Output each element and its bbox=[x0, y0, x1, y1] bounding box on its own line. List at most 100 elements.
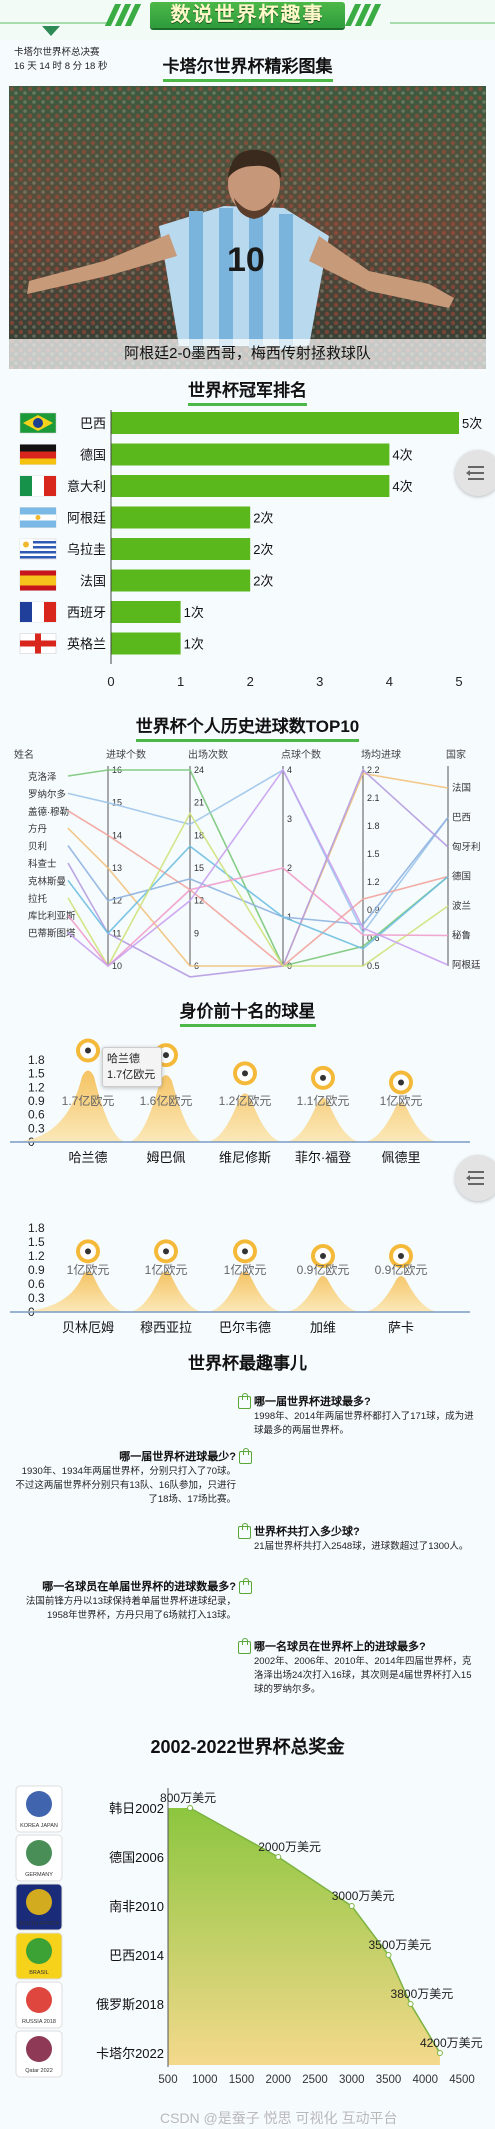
champion-ranking-chart: 5次 4次 4次 2次 2次 2次 1次 1次 0 1 2 3 4 5 巴西德国意大利阿根廷乌拉圭法国西… bbox=[19, 410, 482, 689]
tooltip-name: 哈兰德 bbox=[107, 1053, 140, 1065]
bar-category-label: 法国 bbox=[80, 574, 106, 589]
trivia-question: 哪一届世界杯进球最多? bbox=[254, 1396, 371, 1408]
football-icon-patch bbox=[320, 1253, 326, 1259]
value-label: 1亿欧元 bbox=[67, 1262, 110, 1277]
flag-germany-band bbox=[20, 444, 56, 452]
logo-text: SOUTH AFRICA bbox=[19, 1921, 60, 1927]
parallel-tick-label: 0.5 bbox=[367, 961, 380, 971]
value-label: 0.9亿欧元 bbox=[375, 1262, 428, 1277]
parallel-axis-name: 点球个数 bbox=[281, 748, 321, 761]
player-label: 贝林厄姆 bbox=[62, 1320, 114, 1335]
bottom-bar bbox=[0, 2105, 495, 2129]
value-peaks bbox=[10, 1271, 470, 1312]
flag-spain-band bbox=[20, 575, 56, 586]
tooltip-value: 1.7亿欧元 bbox=[107, 1069, 156, 1081]
menu-icon[interactable] bbox=[455, 450, 495, 496]
parallel-line-盖德·穆勒 bbox=[67, 810, 449, 968]
trivia-title-wrap: 世界杯最趣事儿 bbox=[0, 1349, 495, 1374]
bar-德国 bbox=[111, 443, 390, 466]
prize-category-label: 南非2010 bbox=[109, 1899, 164, 1914]
player-name: 克林斯曼 bbox=[28, 875, 67, 887]
logo-text: Qatar 2022 bbox=[25, 2068, 53, 2074]
player-name: 盖德·穆勒 bbox=[28, 806, 69, 818]
triangle-down-icon bbox=[42, 26, 60, 36]
ranking-title-wrap: 世界杯冠军排名 bbox=[0, 376, 495, 406]
trivia-question: 哪一名球员在世界杯上的进球最多? bbox=[254, 1641, 426, 1653]
y-tick-label: 0.6 bbox=[28, 1277, 45, 1291]
world-cup-logo-icon: Qatar 2022 bbox=[15, 2030, 63, 2078]
logo-emblem bbox=[26, 1791, 52, 1817]
bar-乌拉圭 bbox=[111, 538, 251, 560]
bar-value-label: 2次 bbox=[253, 542, 273, 557]
value-label: 1.2亿欧元 bbox=[219, 1093, 272, 1108]
parallel-tick-label: 15 bbox=[194, 863, 204, 873]
world-cup-logo-icon: SOUTH AFRICA bbox=[15, 1883, 63, 1931]
bar-category-label: 西班牙 bbox=[67, 605, 106, 620]
world-cup-logo-icon: BRASIL bbox=[15, 1932, 63, 1980]
bar-value-label: 4次 bbox=[392, 448, 412, 463]
thumbs-up-icon bbox=[239, 1578, 252, 1594]
flag-france bbox=[19, 601, 57, 623]
bar-value-label: 1次 bbox=[184, 637, 204, 652]
value-peaks bbox=[10, 1070, 470, 1142]
flag-uruguay-stripe bbox=[20, 556, 56, 559]
thumbs-up-icon bbox=[238, 1523, 251, 1539]
prize-value-label: 800万美元 bbox=[160, 1791, 216, 1805]
player-label: 加维 bbox=[310, 1320, 336, 1335]
hero-caption-bar: 阿根廷2-0墨西哥，梅西传射拯救球队 bbox=[9, 339, 486, 369]
x-tick-label: 500 bbox=[158, 2074, 177, 2086]
x-tick-label: 2500 bbox=[302, 2074, 328, 2086]
prize-category-label: 巴西2014 bbox=[109, 1948, 164, 1963]
value-label: 1亿欧元 bbox=[145, 1262, 188, 1277]
player-name: 贝利 bbox=[28, 841, 47, 853]
x-tick-label: 3 bbox=[316, 674, 323, 689]
stars-title: 身价前十名的球星 bbox=[179, 997, 316, 1027]
parallel-axis-name: 场均进球 bbox=[361, 748, 401, 761]
x-tick-label: 3000 bbox=[339, 2074, 365, 2086]
hero-photo[interactable]: 10 阿根廷2-0墨西哥，梅西传射拯救球队 bbox=[9, 86, 486, 369]
logo-emblem bbox=[26, 2036, 52, 2062]
player-name: 巴蒂斯图塔 bbox=[28, 928, 76, 940]
top-scorers-parallel-chart: 姓名 进球个数 出场次数 点球个数 场均进球 国家克洛泽罗纳尔多盖德·穆勒方丹贝利科查士克… bbox=[14, 748, 481, 978]
page-header: 数说世界杯趣事 bbox=[0, 0, 495, 40]
y-tick-label: 0.6 bbox=[28, 1108, 45, 1122]
stars-title-wrap: 身价前十名的球星 bbox=[0, 997, 495, 1027]
value-label: 1亿欧元 bbox=[224, 1262, 267, 1277]
trivia-answer: 21届世界杯共打入2548球，进球数超过了1300人。 bbox=[254, 1541, 469, 1552]
thumbs-up-icon bbox=[238, 1638, 251, 1654]
bar-category-label: 阿根廷 bbox=[67, 511, 106, 526]
x-tick-label: 4 bbox=[386, 674, 393, 689]
menu-icon[interactable] bbox=[455, 1155, 495, 1201]
page-title: 数说世界杯趣事 bbox=[170, 4, 325, 26]
y-tick-label: 1.2 bbox=[28, 1080, 45, 1094]
flag-france-band bbox=[44, 602, 56, 622]
parallel-tick-label: 4 bbox=[287, 765, 292, 775]
y-tick-label: 1.8 bbox=[28, 1053, 45, 1067]
world-cup-logo-icon: KOREA JAPAN bbox=[15, 1785, 63, 1833]
prize-value-label: 3000万美元 bbox=[332, 1889, 395, 1903]
bar-巴西 bbox=[111, 412, 459, 434]
bar-阿根廷 bbox=[111, 506, 251, 529]
logo-text: KOREA JAPAN bbox=[20, 1823, 58, 1829]
flag-spain-band bbox=[20, 570, 56, 576]
prize-category-label: 卡塔尔2022 bbox=[96, 2046, 164, 2061]
value-label: 1亿欧元 bbox=[380, 1093, 423, 1108]
parallel-tick-label: 9 bbox=[194, 928, 199, 938]
bar-category-label: 意大利 bbox=[67, 479, 106, 494]
trivia-item: 哪一届世界杯进球最少? 1930年、1934年两届世界杯，分别只打入了70球。不… bbox=[14, 1448, 252, 1507]
parallel-tick-label: 14 bbox=[112, 830, 122, 840]
parallel-tick-label: 10 bbox=[112, 961, 122, 971]
x-tick-label: 2 bbox=[247, 674, 254, 689]
prize-point bbox=[275, 1854, 282, 1860]
bar-category-label: 英格兰 bbox=[67, 637, 106, 652]
parallel-tick-label: 18 bbox=[194, 830, 204, 840]
countdown-timer: 卡塔尔世界杯总决赛 16 天 14 时 8 分 18 秒 bbox=[14, 46, 107, 74]
football-icon-patch bbox=[320, 1074, 326, 1081]
flag-uruguay-stripe bbox=[20, 546, 56, 549]
parallel-axis-name: 姓名 bbox=[14, 748, 34, 761]
flag-germany-band bbox=[20, 451, 56, 459]
football-icon-patch bbox=[163, 1248, 169, 1255]
prize-category-label: 俄罗斯2018 bbox=[96, 1997, 164, 2012]
parallel-tick-label: 1.2 bbox=[367, 877, 380, 887]
